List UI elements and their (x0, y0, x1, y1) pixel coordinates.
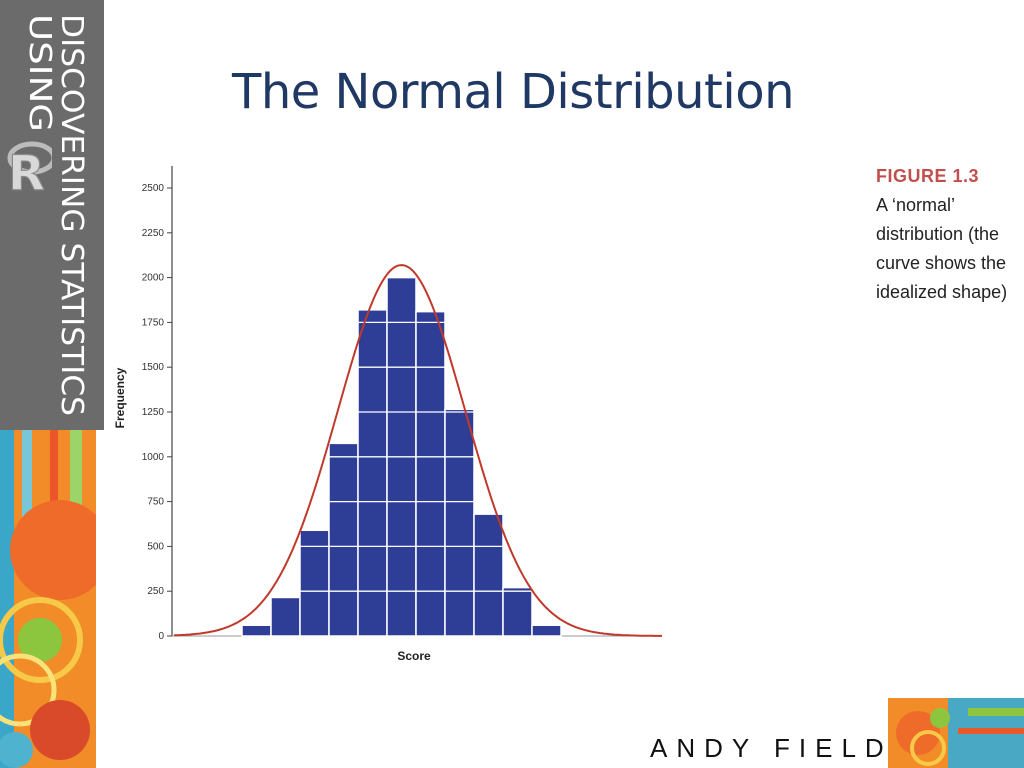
axis-labels: Score Frequency (113, 367, 431, 663)
figure-caption: FIGURE 1.3 A ‘normal’ distribution (the … (876, 166, 1024, 307)
bar-gridlines (300, 321, 532, 592)
normal-distribution-chart: 0 250 500 750 1000 1250 1500 1750 2000 2250 2500 S… (104, 158, 664, 668)
y-tick-label: 750 (147, 497, 164, 508)
y-tick-label: 2500 (142, 183, 165, 194)
caption-figure-number: FIGURE 1.3 (876, 166, 980, 186)
y-tick-label: 2000 (142, 273, 165, 284)
y-tick-label: 1250 (142, 407, 165, 418)
x-axis-label: Score (397, 649, 431, 663)
normal-curve-line (173, 264, 662, 637)
slide-title: The Normal Distribution (232, 64, 795, 120)
y-tick-label: 500 (147, 541, 164, 552)
y-tick-label: 1500 (142, 362, 165, 373)
corner-decoration (888, 698, 1024, 768)
author-name: ANDY FIELD (650, 733, 893, 763)
histogram-bar (241, 624, 272, 637)
y-tick-label: 1750 (142, 317, 165, 328)
histogram-bar (531, 624, 562, 637)
y-tick-label: 250 (147, 586, 164, 597)
histogram-bar (502, 586, 533, 637)
caption-text: A ‘normal’ distribution (the curve shows… (876, 195, 1008, 302)
histogram-bar (328, 442, 359, 637)
histogram-bar (270, 596, 301, 637)
histogram-bar (415, 310, 446, 637)
y-tick-label: 2250 (142, 228, 165, 239)
histogram-bar (473, 513, 504, 637)
svg-text:R: R (8, 146, 45, 194)
y-tick-label: 0 (158, 631, 164, 642)
banner-title-line1: DISCOVERING STATISTICS (54, 14, 89, 416)
banner-decoration (0, 430, 96, 768)
normal-curve (173, 264, 662, 637)
histogram-bar (444, 408, 475, 637)
y-tick-label: 1000 (142, 452, 165, 463)
histogram-bar (357, 309, 388, 637)
side-banner: DISCOVERING STATISTICS USING R (0, 0, 104, 430)
y-axis-label: Frequency (113, 367, 127, 428)
r-logo: R (2, 136, 57, 203)
y-axis: 0 250 500 750 1000 1250 1500 1750 2000 2250 2500 (142, 166, 662, 642)
banner-title: DISCOVERING STATISTICS USING (6, 0, 98, 430)
banner-title-line2: USING (22, 14, 57, 132)
